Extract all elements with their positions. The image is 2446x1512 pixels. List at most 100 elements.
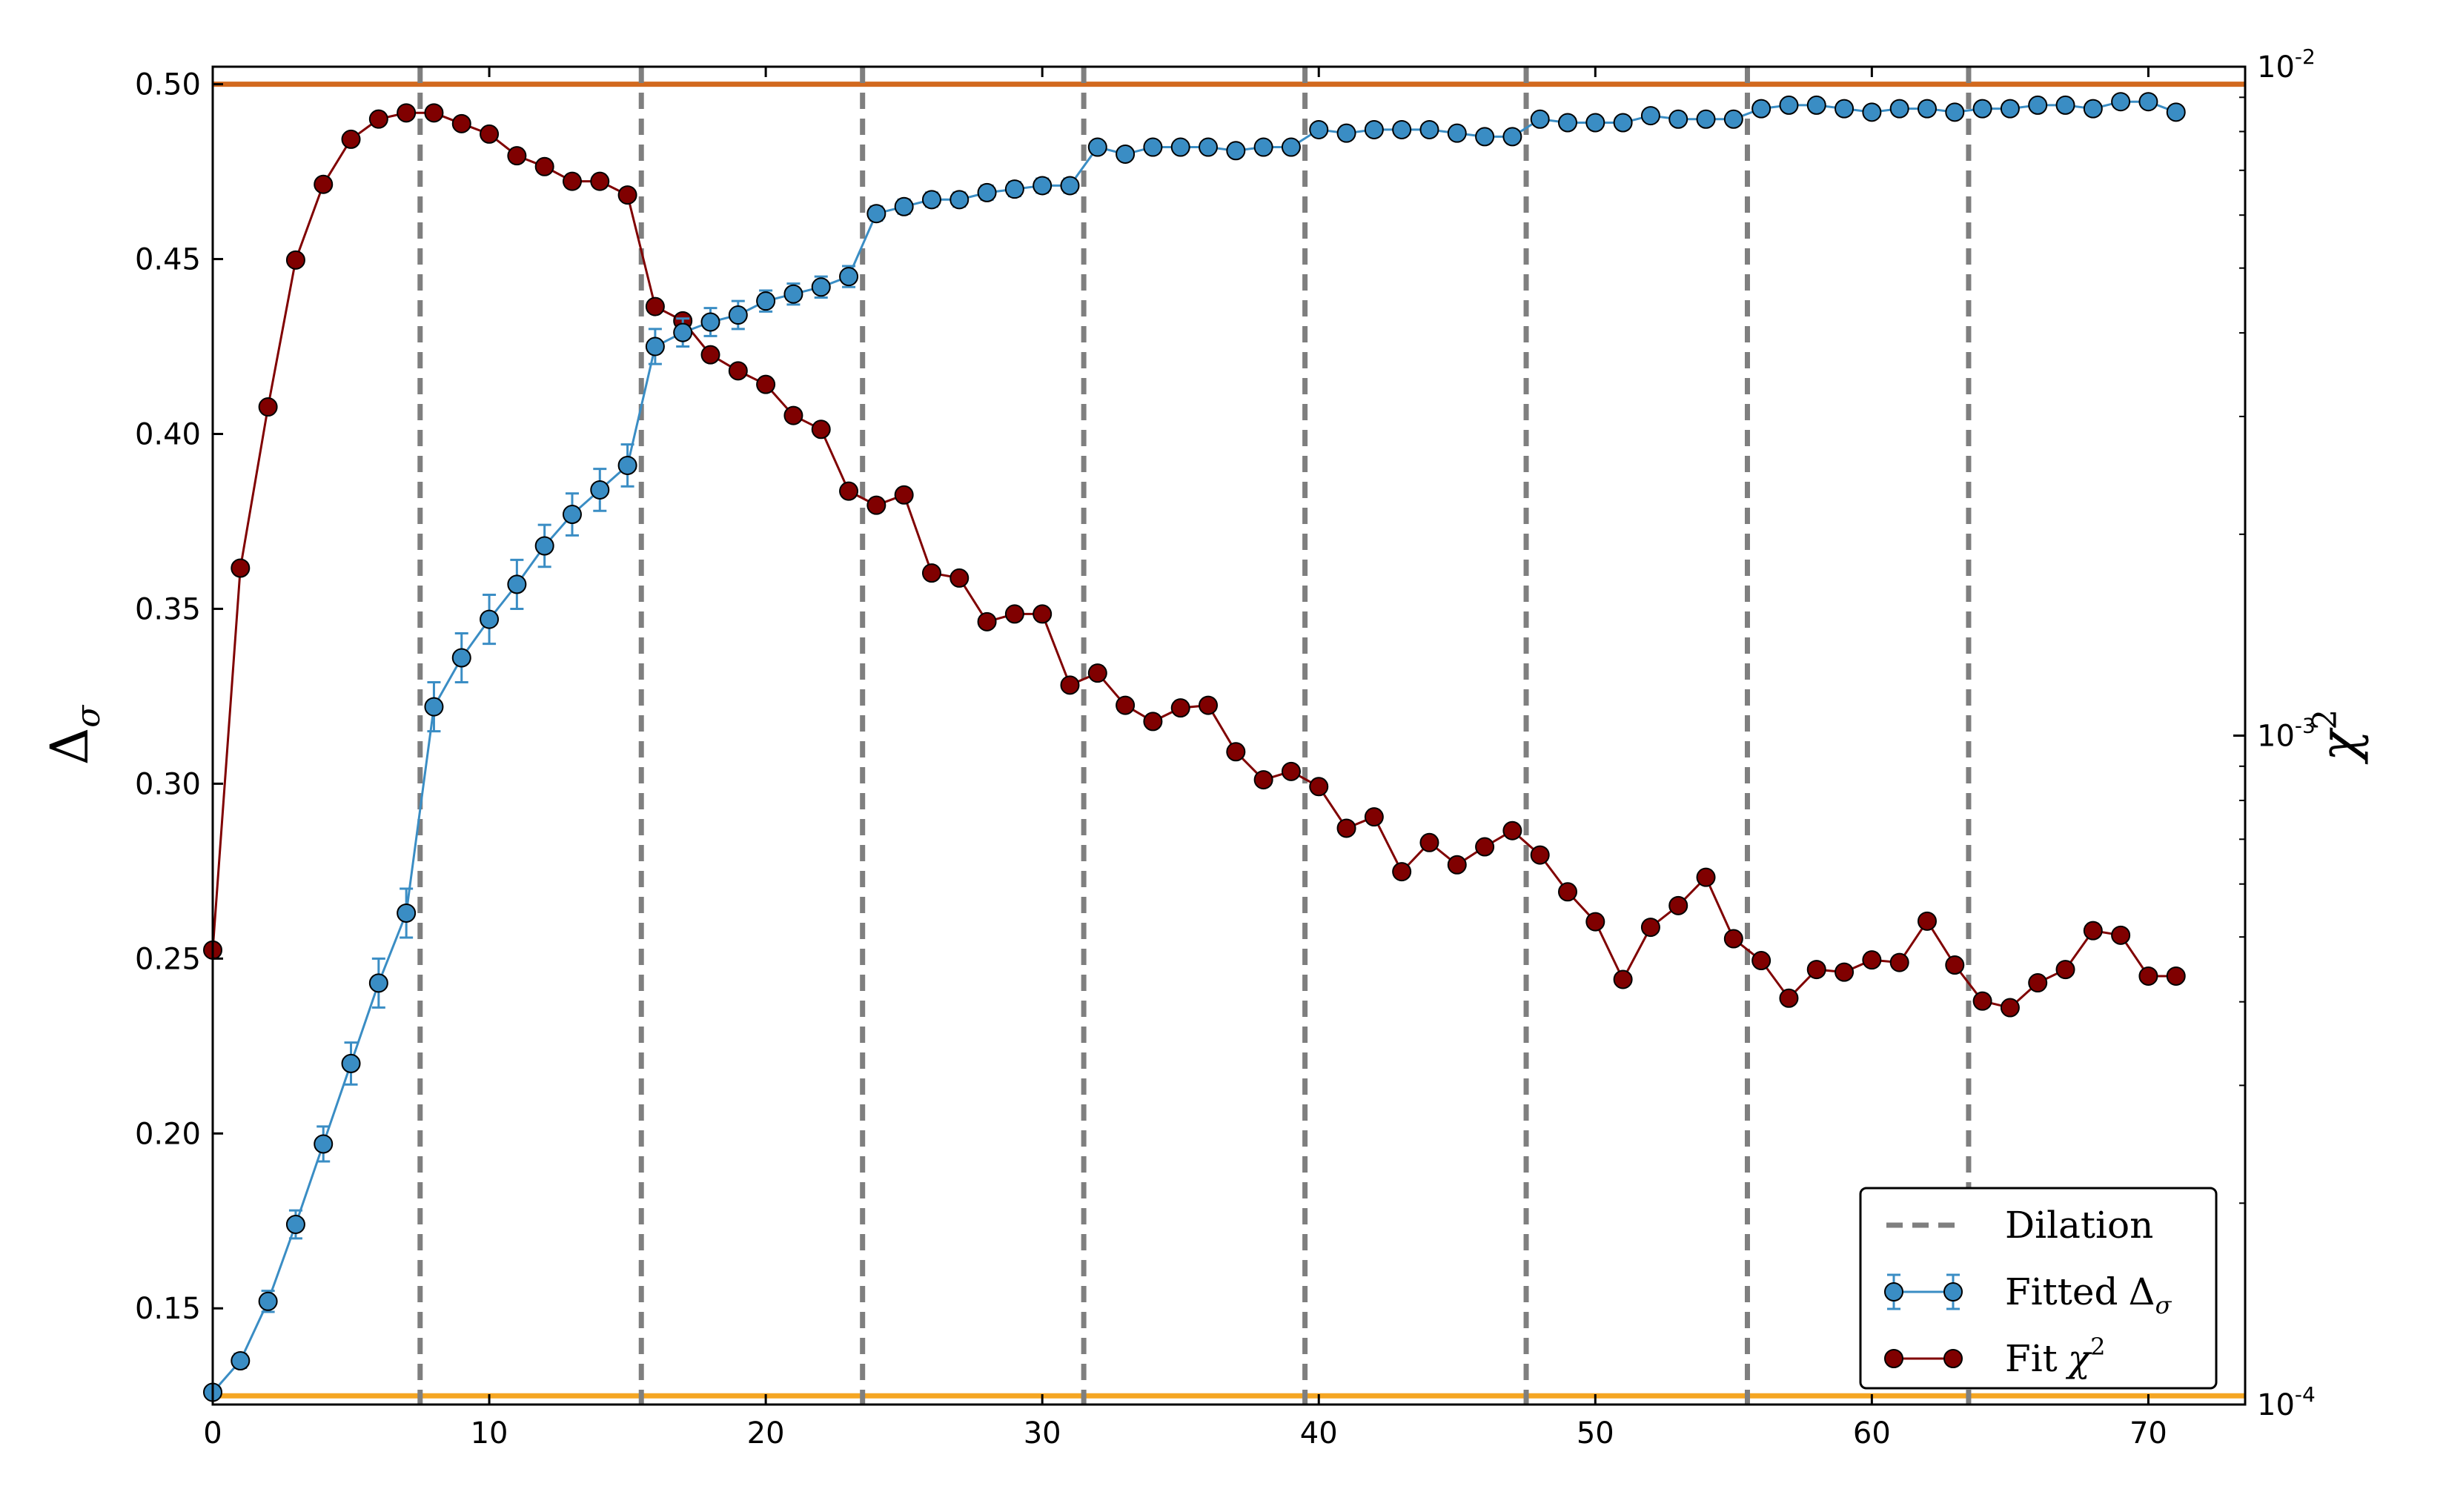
fitted-delta-point [424,697,444,717]
chi-squared-point [1447,855,1467,875]
fitted-delta-point [1779,95,1799,115]
fitted-delta-point [1392,119,1412,139]
chi-squared-point [562,171,582,191]
y-axis-label: Δσ [39,704,107,766]
fitted-delta-point [1447,123,1467,143]
y-tick-label: 0.15 [135,1292,201,1326]
legend-entry-fitted: Fitted Δσ [1884,1270,2172,1319]
y-tick-label: 0.20 [135,1117,201,1151]
chi-squared-point [811,420,831,440]
fitted-delta-point [1917,99,1937,119]
fitted-delta-point [534,536,554,556]
chi-squared-point [1336,818,1356,838]
fitted-delta-point [231,1351,251,1371]
fitted-delta-point [258,1291,278,1311]
chi-squared-point [866,495,886,515]
chi-squared-point [1004,604,1024,624]
fitted-delta-point [1309,119,1329,139]
x-axis: 0 10 20 30 40 50 60 70 [203,67,2167,1450]
chi-squared-point [590,171,610,191]
chi-squared-point [507,146,527,166]
fitted-delta-point [2166,102,2186,122]
chi-squared-point [1364,807,1384,827]
chi-squared-point [2028,973,2048,993]
chi-squared-point [1475,837,1495,857]
chi-squared-point [1116,695,1136,715]
fitted-delta-point [1668,109,1688,129]
chi-squared-point [1696,867,1716,887]
legend: Dilation Fitted Δσ Fit χ2 [1859,1187,2218,1390]
legend-chi-marker-left [1884,1349,1903,1368]
fitted-delta-point [1613,113,1633,133]
fitted-delta-point [921,190,941,210]
fitted-delta-point [1060,176,1080,196]
fitted-delta-point [783,284,803,304]
chi-squared-point [1170,698,1190,718]
chi-squared-point [368,109,388,129]
y-axis-left: 0.15 0.20 0.25 0.30 0.35 0.40 0.45 0.50 [135,68,223,1326]
fitted-delta-point [1143,137,1163,157]
x-tick-label: 30 [1024,1416,1061,1450]
y2-tick-base: 10 [2257,50,2295,84]
chi-squared-point [1834,962,1855,982]
fitted-delta-point [1170,137,1190,157]
fitted-delta-point [1806,95,1826,115]
chi-squared-point [231,558,251,578]
chi-squared-point [1253,770,1273,790]
fitted-delta-point [617,455,637,475]
fitted-delta-point [1226,141,1246,161]
fitted-delta-point [2028,95,2048,115]
fitted-delta-point [1834,99,1855,119]
fitted-delta-point [341,1053,361,1073]
legend-chi-symbol: χ [2066,1337,2092,1380]
chi-squared-point [424,103,444,123]
chi-squared-point [534,156,554,176]
chi-squared-point [1558,882,1577,902]
y2-tick-exponent: -3 [2295,714,2316,738]
legend-chi-label: Fit χ2 [2005,1333,2105,1380]
y2-axis-label: χ2 [2307,709,2370,765]
legend-fitted-word: Fitted [2005,1270,2118,1313]
fitted-delta-point [2000,99,2020,119]
fitted-delta-point [1889,99,1909,119]
legend-fitted-marker-right [1943,1282,1963,1302]
y2-tick-label: 10-2 [2257,44,2316,84]
fitted-delta-point [839,267,859,287]
legend-chi-sup: 2 [2090,1333,2105,1361]
chi-squared-point [1972,991,1992,1011]
fitted-delta-point [314,1134,334,1154]
x-tick-label: 40 [1300,1416,1338,1450]
fitted-delta-point [894,196,914,216]
x-tick-label: 50 [1577,1416,1614,1450]
chi-squared-point [2083,921,2103,941]
y-tick-label: 0.30 [135,767,201,801]
y-axis-right: 10-410-310-2 [2233,44,2316,1422]
legend-entry-chi: Fit χ2 [1884,1333,2105,1380]
chi-squared-point [2138,966,2158,986]
legend-box [1859,1187,2218,1390]
fitted-delta-point [562,505,582,525]
chi-squared-point [839,481,859,501]
chi-squared-point [258,397,278,417]
fitted-delta-point [1253,137,1273,157]
chi-squared-point [1613,969,1633,989]
fitted-delta-point [2055,95,2075,115]
fitted-delta-point [507,574,527,594]
chi-squared-point [1640,918,1660,938]
chi-squared-point [1862,950,1882,970]
fitted-delta-point [977,182,997,202]
chi-squared-point [451,113,471,133]
chi-squared-point [1033,604,1053,624]
y2-tick-base: 10 [2257,720,2295,754]
y-tick-label: 0.25 [135,942,201,976]
x-tick-label: 10 [471,1416,508,1450]
chi-squared-point [1226,742,1246,762]
fitted-delta-point [1087,137,1107,157]
fitted-delta-point [480,609,500,629]
chi-squared-point [645,296,665,316]
fitted-delta-point [397,903,417,923]
x-tick-label: 60 [1853,1416,1891,1450]
x-tick-label: 0 [203,1416,222,1450]
fitted-delta-point [1419,119,1439,139]
